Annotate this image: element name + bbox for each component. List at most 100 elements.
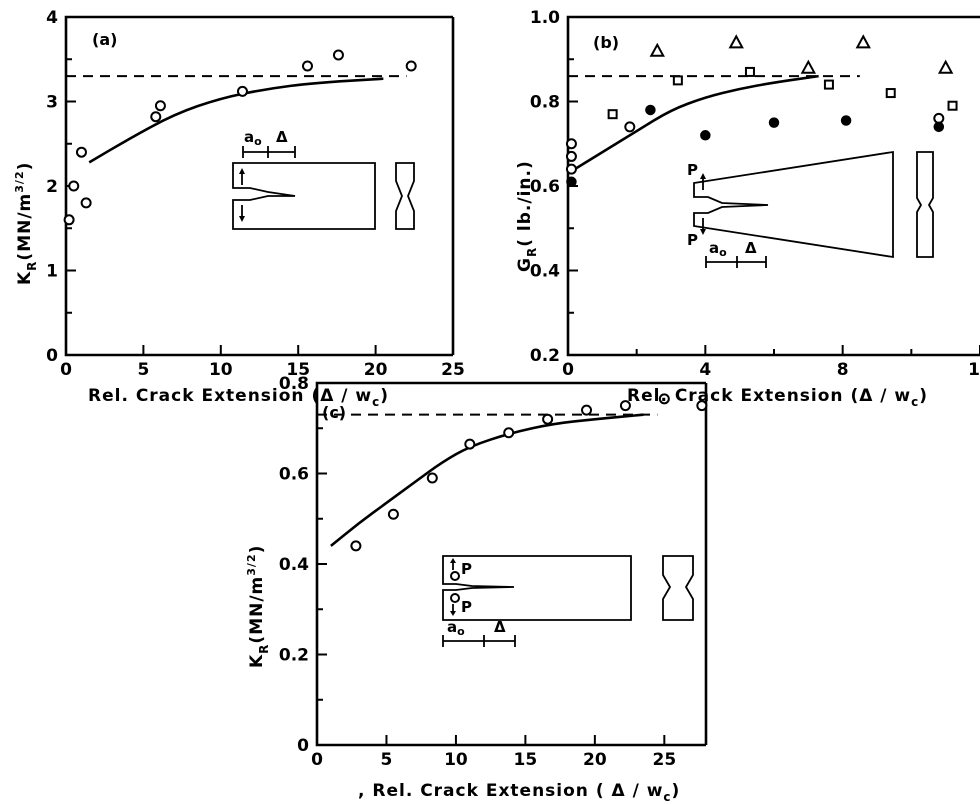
data-point-open-circle: [565, 163, 577, 175]
x-tick-label: 5: [137, 360, 149, 380]
panel-b-label: (b): [593, 33, 619, 52]
panel-b-delta-label: Δ: [745, 239, 757, 257]
y-tick-label: 3: [46, 93, 58, 113]
x-tick-label: 15: [514, 750, 538, 770]
x-tick-label: 4: [699, 360, 711, 380]
y-tick-label: 0.4: [530, 262, 560, 282]
data-point-open-circle: [426, 472, 438, 484]
y-tick-label: 2: [46, 177, 58, 197]
data-point-filled-circle: [768, 117, 780, 128]
y-tick-label: 0.8: [530, 93, 560, 113]
data-point-open-circle: [236, 85, 248, 97]
data-point-filled-circle: [566, 176, 577, 188]
data-point-open-circle: [405, 60, 417, 72]
data-point-open-circle: [464, 438, 476, 450]
panel-b-p-top: P: [687, 161, 698, 179]
data-point-open-square: [744, 66, 755, 77]
y-tick-label: 0: [46, 346, 58, 366]
panel-b: 0 4 8 12 0.2 0.4 0.6 0.8 1.0: [530, 8, 980, 380]
x-tick-label: 12: [968, 360, 980, 380]
data-point-open-circle: [581, 404, 593, 416]
panel-c: 0 5 10 15 20 25 0 0.2 0.4 0.6 0.8: [279, 374, 708, 770]
panel-c-delta-label: Δ: [494, 618, 506, 636]
panel-a: 0 5 10 15 20 25 0 1 2 3 4: [46, 8, 465, 380]
data-point-open-circle: [68, 180, 80, 192]
data-point-open-circle: [624, 121, 636, 133]
data-point-open-square: [947, 100, 958, 111]
y-tick-label: 0.4: [279, 555, 309, 575]
x-tick-label: 25: [652, 750, 676, 770]
data-point-open-triangle: [649, 42, 665, 57]
data-point-open-square: [672, 75, 683, 86]
data-point-open-circle: [565, 138, 577, 150]
x-tick-label: 20: [583, 750, 607, 770]
y-tick-label: 0.8: [279, 374, 309, 394]
panel-b-p-bottom: P: [687, 231, 698, 249]
x-tick-label: 15: [286, 360, 310, 380]
data-point-open-circle: [150, 111, 162, 123]
data-point-open-square: [885, 88, 896, 99]
data-point-open-square: [607, 109, 618, 120]
axis-frame: [566, 15, 980, 357]
y-tick-label: 0.6: [279, 465, 309, 485]
data-point-open-circle: [75, 146, 87, 158]
panel-b-specimen-sketch: P P ao Δ: [687, 150, 934, 268]
y-tick-label: 0: [297, 736, 309, 756]
x-tick-label: 5: [381, 750, 393, 770]
x-tick-label: 25: [441, 360, 465, 380]
x-tick-label: 8: [837, 360, 849, 380]
x-tick-label: 20: [364, 360, 388, 380]
y-tick-label: 4: [46, 8, 58, 28]
data-point-open-triangle: [800, 59, 817, 74]
data-point-open-circle: [696, 400, 708, 412]
panel-c-xlabel: , Rel. Crack Extension ( Δ / wc): [358, 781, 680, 804]
x-tick-label: 10: [209, 360, 233, 380]
data-point-open-circle: [350, 540, 362, 552]
data-point-open-circle: [80, 197, 92, 209]
data-point-open-circle: [542, 413, 554, 425]
y-tick-label: 1: [46, 262, 58, 282]
x-tick-label: 0: [562, 360, 574, 380]
panel-c-ylabel: KR(MN/m3/2): [245, 545, 271, 668]
panel-c-a0-label: ao: [447, 618, 465, 638]
panel-b-ylabel: GR( lb./in.): [515, 160, 539, 272]
x-tick-label: 0: [311, 750, 323, 770]
data-point-open-circle: [619, 400, 631, 412]
x-tick-label: 0: [60, 360, 72, 380]
data-point-open-circle: [63, 214, 75, 226]
data-point-open-circle: [565, 150, 577, 162]
panel-c-p-top: P: [461, 560, 472, 578]
data-point-open-circle: [301, 60, 313, 72]
panel-a-ylabel: KR(MN/m3/2): [13, 162, 39, 285]
data-point-filled-circle: [645, 104, 656, 116]
panel-a-xlabel: Rel. Crack Extension (Δ / wc): [88, 386, 389, 409]
panel-c-p-bottom: P: [461, 598, 472, 616]
panel-a-specimen-sketch: ao Δ: [232, 128, 415, 230]
panel-a-label: (a): [92, 30, 117, 49]
data-point-filled-circle: [700, 130, 711, 141]
panel-c-label: (c): [322, 403, 346, 422]
panel-a-delta-label: Δ: [276, 128, 288, 146]
data-point-open-triangle: [728, 34, 744, 49]
data-point-open-square: [823, 79, 834, 90]
data-point-filled-circle: [933, 121, 945, 133]
panel-a-a0-label: ao: [244, 128, 262, 148]
y-tick-label: 1.0: [530, 8, 560, 28]
data-point-open-circle: [387, 508, 399, 520]
data-point-open-triangle: [937, 59, 954, 74]
resistance-curve: [88, 77, 384, 164]
data-point-open-triangle: [855, 34, 871, 49]
panel-b-a0-label: ao: [709, 239, 727, 259]
data-point-filled-circle: [840, 115, 852, 126]
data-point-open-circle: [154, 100, 166, 112]
data-point-open-circle: [503, 427, 515, 439]
data-point-open-circle: [658, 393, 670, 405]
resistance-curve: [567, 74, 819, 175]
axis-frame: [64, 15, 453, 357]
panel-c-specimen-sketch: P P ao Δ: [442, 555, 694, 647]
panel-b-xlabel: Rel. Crack Extension (Δ / wc): [627, 386, 928, 409]
data-point-open-circle: [933, 112, 945, 124]
resistance-curve: [330, 413, 644, 547]
data-point-open-circle: [332, 49, 344, 61]
